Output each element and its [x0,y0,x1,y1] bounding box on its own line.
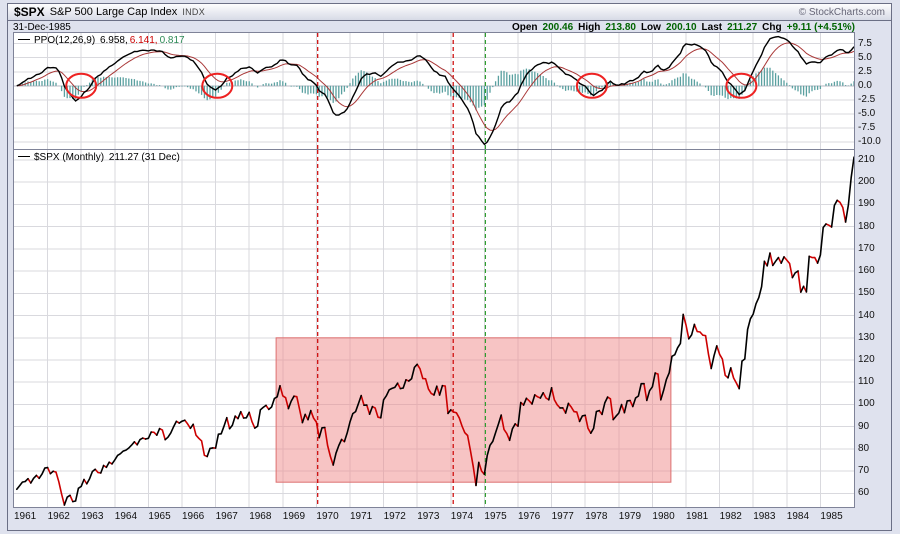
ppo-axis-label: 5.0 [858,51,872,63]
price-axis-label: 110 [858,376,874,388]
chg-value: +9.11 (+4.51%) [786,22,855,33]
year-label: 1973 [417,511,440,522]
ppo-signal-value: 6.141, [129,35,158,46]
year-label: 1966 [182,511,205,522]
price-axis-label: 120 [858,353,875,365]
year-label: 1985 [820,511,843,522]
ppo-panel: PPO(12,26,9) 6.958, 6.141, 0.817 [13,32,855,150]
ppo-axis-label: 7.5 [858,37,872,49]
ppo-line-swatch [18,39,30,40]
year-label: 1965 [148,511,171,522]
price-axis-label: 190 [858,198,875,210]
year-label: 1975 [484,511,507,522]
quote-date: 31-Dec-1985 [13,22,71,33]
chg-label: Chg [762,22,782,33]
year-label: 1970 [316,511,339,522]
price-axis-label: 180 [858,220,875,232]
ppo-plot [14,33,854,149]
exchange-label: INDX [182,7,206,17]
price-axis-label: 70 [858,465,870,477]
year-label: 1983 [753,511,776,522]
year-label: 1980 [652,511,675,522]
price-axis-label: 140 [858,309,875,321]
high-label: High [578,22,601,33]
year-label: 1967 [215,511,238,522]
price-legend: $SPX (Monthly) 211.27 (31 Dec) [18,152,180,163]
low-value: 200.10 [665,22,697,33]
price-plot [14,150,854,507]
price-label: $SPX (Monthly) [34,152,105,163]
x-axis: 1961 1962 1963 1964 1965 1966 1967 1968 1969 1970… [14,512,860,526]
price-axis-label: 100 [858,398,875,410]
price-panel: $SPX (Monthly) 211.27 (31 Dec) [13,149,855,508]
price-axis-label: 90 [858,420,870,432]
year-label: 1971 [350,511,373,522]
year-label: 1979 [618,511,642,522]
symbol: $SPX [14,5,45,19]
ppo-label: PPO(12,26,9) [34,35,96,46]
year-label: 1969 [282,511,306,522]
year-label: 1976 [518,511,541,522]
price-axis-label: 60 [858,487,870,499]
ppo-legend: PPO(12,26,9) 6.958, 6.141, 0.817 [18,35,185,46]
copyright: © StockCharts.com [798,6,885,18]
year-label: 1984 [786,511,810,522]
ppo-hist-value: 0.817 [159,35,185,46]
year-label: 1981 [686,511,709,522]
low-label: Low [640,22,661,33]
chart-header: $SPX S&P 500 Large Cap Index INDX © Stoc… [7,3,892,21]
ppo-axis-label: -7.5 [858,121,876,133]
year-label: 1972 [383,511,406,522]
year-label: 1978 [585,511,608,522]
open-label: Open [511,22,538,33]
last-value: 211.27 [727,22,758,33]
quote-row: 31-Dec-1985 Open 200.46 High 213.80 Low … [13,22,855,33]
year-label: 1982 [719,511,742,522]
last-label: Last [701,22,723,33]
year-label: 1962 [47,511,70,522]
year-label: 1963 [81,511,104,522]
open-value: 200.46 [542,22,574,33]
year-label: 1977 [551,511,574,522]
price-last-value: 211.27 (31 Dec) [108,152,180,163]
ppo-axis-label: -10.0 [858,136,881,148]
ppo-y-axis: 7.5 5.0 2.5 0.0 -2.5 -5.0 -7.5 -10.0 [858,33,898,149]
price-axis-label: 80 [858,442,870,454]
year-label: 1961 [14,511,37,522]
ppo-axis-label: -2.5 [858,93,876,105]
price-axis-label: 200 [858,176,875,188]
price-y-axis: 210 200 190 180 170 160 150 140 130 120 110 100 90 80… [858,150,898,507]
price-axis-label: 170 [858,242,875,254]
high-value: 213.80 [605,22,636,33]
year-label: 1968 [249,511,272,522]
price-axis-label: 130 [858,331,875,343]
price-axis-label: 150 [858,287,875,299]
price-axis-label: 210 [858,153,875,165]
year-label: 1974 [450,511,474,522]
price-axis-label: 160 [858,265,875,277]
index-name: S&P 500 Large Cap Index [49,6,178,18]
ppo-axis-label: 0.0 [858,79,872,91]
ppo-axis-label: 2.5 [858,65,872,77]
ppo-axis-label: -5.0 [858,107,876,119]
ohlc-values: Open 200.46 High 213.80 Low 200.10 Last … [512,22,855,33]
price-line-swatch [18,156,30,157]
ppo-value: 6.958, [99,35,128,46]
year-label: 1964 [114,511,138,522]
